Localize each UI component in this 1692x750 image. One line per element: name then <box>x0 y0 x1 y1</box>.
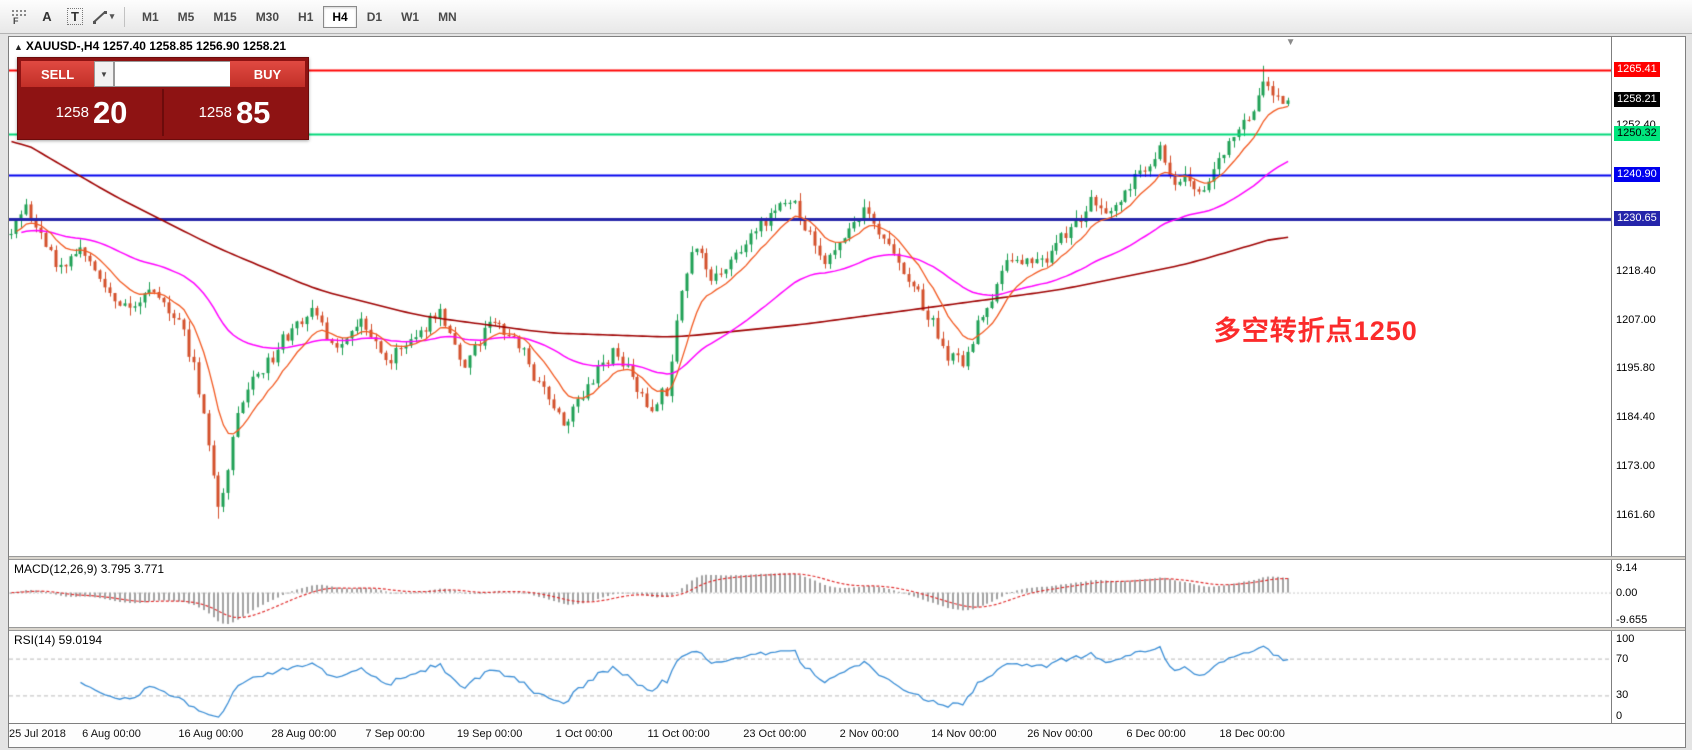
chart-window: ▲ XAUUSD-,H4 1257.40 1258.85 1256.90 1258… <box>8 36 1686 748</box>
rsi-canvas[interactable] <box>9 631 1611 723</box>
time-label: 7 Sep 00:00 <box>365 728 425 740</box>
chevron-down-icon: ▼ <box>100 69 108 79</box>
timeframe-mn[interactable]: MN <box>429 6 466 28</box>
time-label: 25 Jul 2018 <box>9 728 66 740</box>
macd-title: MACD(12,26,9) 3.795 3.771 <box>14 562 165 576</box>
buy-price-display[interactable]: 1258 85 <box>164 89 305 136</box>
price-tick-1218.40: 1218.40 <box>1616 265 1656 278</box>
time-label: 6 Aug 00:00 <box>82 728 141 740</box>
timeframe-m5[interactable]: M5 <box>169 6 204 28</box>
rsi-plot: RSI(14) 59.0194 <box>9 631 1611 723</box>
chevron-down-icon: ▾ <box>109 11 115 21</box>
rsi-panel: RSI(14) 59.0194 100 70 30 0 <box>9 631 1685 723</box>
text-icon: T <box>67 8 83 25</box>
price-divider <box>162 89 164 136</box>
macd-plot: MACD(12,26,9) 3.795 3.771 <box>9 560 1611 627</box>
macd-panel: MACD(12,26,9) 3.795 3.771 9.14 0.00 -9.655 <box>9 560 1685 627</box>
svg-text:F: F <box>13 16 19 26</box>
price-label-1230.65: 1230.65 <box>1614 210 1660 226</box>
chart-shift-marker-icon[interactable]: ▼ <box>1285 37 1296 48</box>
rsi-title: RSI(14) 59.0194 <box>14 633 103 647</box>
time-label: 19 Sep 00:00 <box>456 728 523 740</box>
time-axis[interactable]: 25 Jul 2018 6 Aug 00:00 16 Aug 00:00 28 Aug… <box>9 723 1685 747</box>
grid-tool-button[interactable]: F <box>6 5 32 29</box>
cursor-tool-button[interactable]: A <box>34 5 60 29</box>
splitter[interactable] <box>9 627 1685 631</box>
trade-controls-row: SELL ▼ ▲ ▼ BUY <box>21 61 305 87</box>
splitter[interactable] <box>9 556 1685 560</box>
top-toolbar: F A T ▾ M1 M5 M15 M30 H1 H4 D1 W1 MN <box>0 0 1692 34</box>
macd-axis[interactable]: 9.14 0.00 -9.655 <box>1611 560 1685 627</box>
price-tick-1173.00: 1173.00 <box>1616 459 1655 472</box>
rsi-tick-30: 30 <box>1616 689 1629 702</box>
timeframe-w1[interactable]: W1 <box>392 6 428 28</box>
sell-button[interactable]: SELL <box>21 61 95 87</box>
rsi-axis[interactable]: 100 70 30 0 <box>1611 631 1685 723</box>
price-chart-plot: ▲ XAUUSD-,H4 1257.40 1258.85 1256.90 1258… <box>9 37 1611 556</box>
volume-dropdown-button[interactable]: ▼ <box>94 61 114 87</box>
price-tick-1161.60: 1161.60 <box>1616 508 1655 521</box>
macd-canvas[interactable] <box>9 560 1611 627</box>
time-label: 14 Nov 00:00 <box>931 728 997 740</box>
annotation-text: 多空转折点1250 <box>1213 316 1418 347</box>
price-chart-panel: ▲ XAUUSD-,H4 1257.40 1258.85 1256.90 1258… <box>9 37 1685 556</box>
time-label: 11 Oct 00:00 <box>647 728 710 740</box>
rsi-tick-70: 70 <box>1616 652 1629 665</box>
collapse-icon[interactable]: ▲ <box>14 42 23 52</box>
macd-tick-0.00: 0.00 <box>1616 586 1638 599</box>
chart-header-text: XAUUSD-,H4 1257.40 1258.85 1256.90 1258.… <box>25 39 287 53</box>
time-label: 1 Oct 00:00 <box>555 728 613 740</box>
timeframe-group: M1 M5 M15 M30 H1 H4 D1 W1 MN <box>133 5 466 28</box>
toolbar-separator <box>124 6 125 27</box>
price-label-1258.21: 1258.21 <box>1614 92 1660 108</box>
time-label: 6 Dec 00:00 <box>1126 728 1186 740</box>
sell-price-big: 20 <box>92 95 128 130</box>
time-label: 26 Nov 00:00 <box>1027 728 1093 740</box>
timeframe-d1[interactable]: D1 <box>358 6 391 28</box>
timeframe-m15[interactable]: M15 <box>204 6 245 28</box>
buy-price-big: 85 <box>235 95 271 130</box>
one-click-trading-panel: SELL ▼ ▲ ▼ BUY 1258 20 <box>17 57 309 140</box>
trendline-icon <box>92 10 107 24</box>
macd-tick--9.655: -9.655 <box>1616 614 1648 626</box>
price-axis[interactable]: 1252.401218.401207.001195.801184.401173.… <box>1611 37 1685 556</box>
buy-price-small: 1258 <box>198 104 232 121</box>
sell-price-small: 1258 <box>55 104 89 121</box>
trade-prices-row: 1258 20 1258 85 <box>21 89 305 136</box>
time-label: 16 Aug 00:00 <box>178 728 244 740</box>
timeframe-h1[interactable]: H1 <box>289 6 322 28</box>
price-tick-1195.80: 1195.80 <box>1616 362 1655 375</box>
time-label: 23 Oct 00:00 <box>743 728 807 740</box>
time-label: 2 Nov 00:00 <box>839 728 899 740</box>
price-tick-1207.00: 1207.00 <box>1616 314 1656 327</box>
time-label: 28 Aug 00:00 <box>271 728 337 740</box>
time-label: 18 Dec 00:00 <box>1219 728 1285 740</box>
macd-tick-9.14: 9.14 <box>1616 562 1638 574</box>
chart-header: ▲ XAUUSD-,H4 1257.40 1258.85 1256.90 1258… <box>14 39 286 53</box>
timeframe-m30[interactable]: M30 <box>247 6 288 28</box>
grid-dots-icon: F <box>12 9 26 26</box>
rsi-tick-100: 100 <box>1616 633 1635 645</box>
timeframe-h4[interactable]: H4 <box>323 5 357 28</box>
text-tool-button[interactable]: T <box>62 5 88 29</box>
price-label-1240.90: 1240.90 <box>1614 166 1660 182</box>
price-label-1250.32: 1250.32 <box>1614 126 1660 142</box>
shapes-tool-button[interactable]: ▾ <box>90 5 116 29</box>
buy-button[interactable]: BUY <box>229 61 305 87</box>
cursor-a-icon: A <box>42 9 52 24</box>
volume-input-wrap: ▲ ▼ <box>113 61 302 87</box>
price-tick-1184.40: 1184.40 <box>1616 411 1655 424</box>
sell-price-display[interactable]: 1258 20 <box>21 89 162 136</box>
timeframe-m1[interactable]: M1 <box>133 6 168 28</box>
price-label-1265.41: 1265.41 <box>1614 61 1660 77</box>
rsi-tick-0: 0 <box>1616 710 1623 722</box>
